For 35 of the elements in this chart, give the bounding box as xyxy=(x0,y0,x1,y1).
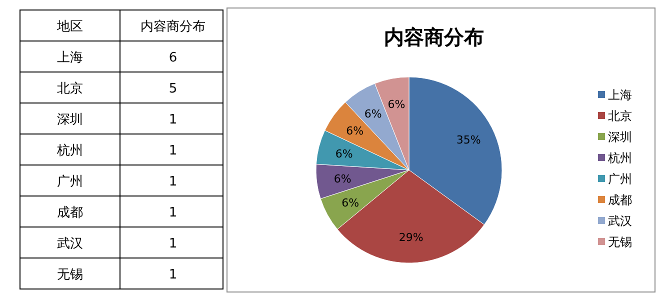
data-label: 35% xyxy=(456,134,481,147)
legend-label: 无锡 xyxy=(608,235,632,249)
text: 1 xyxy=(168,268,178,282)
text: 5 xyxy=(168,82,178,96)
data-label: 6% xyxy=(346,124,364,138)
category-label: 北京 xyxy=(57,82,83,96)
legend-label: 成都 xyxy=(608,193,632,207)
legend-label: 北京 xyxy=(608,109,632,123)
category-label: 上海 xyxy=(57,50,83,66)
legend-label: 广州 xyxy=(608,172,632,186)
chart-title: 内容商分布 xyxy=(384,25,484,49)
category-label: 武汉 xyxy=(57,236,83,252)
category-label: 广州 xyxy=(57,174,83,190)
data-label: 6% xyxy=(335,147,353,160)
legend-label: 杭州 xyxy=(607,151,632,165)
legend-label: 上海 xyxy=(608,88,632,102)
data-label: 6% xyxy=(364,107,382,120)
category-label: 杭州 xyxy=(57,144,83,158)
legend-label: 深圳 xyxy=(608,130,632,144)
text: 1 xyxy=(168,206,178,220)
text: 1 xyxy=(168,174,178,190)
data-label: 6% xyxy=(342,196,360,210)
data-label: 6% xyxy=(388,98,406,112)
text: 内容商分布 xyxy=(140,18,206,34)
text: 1 xyxy=(168,236,178,252)
text: 1 xyxy=(168,112,178,128)
data-label: 29% xyxy=(398,230,424,244)
legend-label: 武汉 xyxy=(608,214,632,228)
data-label: 6% xyxy=(334,172,352,186)
text: 1 xyxy=(168,144,178,158)
text: 地区 xyxy=(56,20,83,34)
text: 6 xyxy=(168,50,178,66)
category-label: 无锡 xyxy=(57,268,83,282)
category-label: 成都 xyxy=(57,206,83,220)
category-label: 深圳 xyxy=(57,112,83,128)
